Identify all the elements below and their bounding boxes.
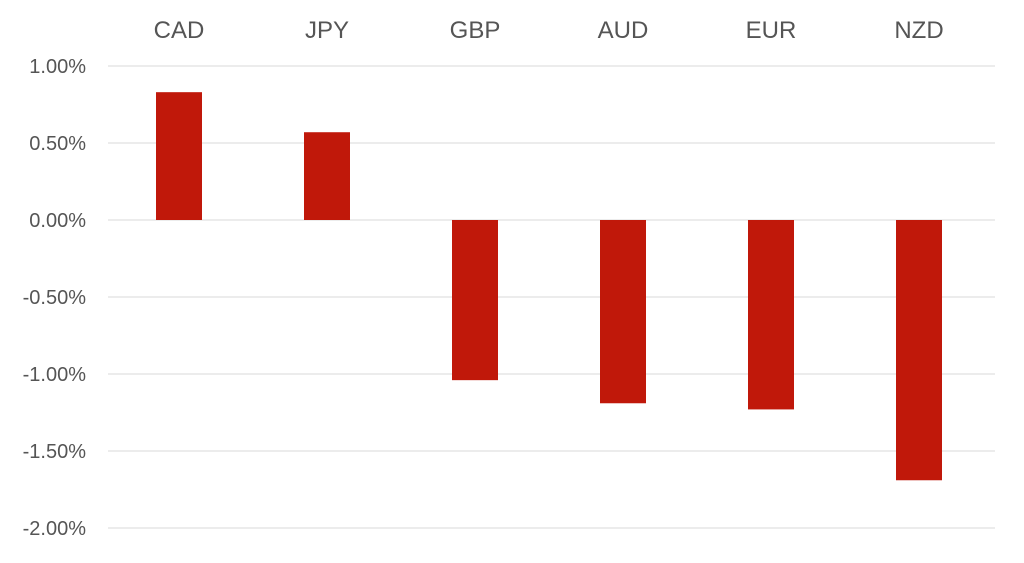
- y-tick-label: -2.00%: [23, 518, 87, 540]
- y-tick-label: 0.50%: [29, 133, 86, 155]
- category-label: AUD: [598, 17, 649, 44]
- y-tick-label: -1.00%: [23, 364, 87, 386]
- y-tick-label: -1.50%: [23, 441, 87, 463]
- y-tick-label: 0.00%: [29, 210, 86, 232]
- bar-jpy: [304, 132, 350, 220]
- gridlines: [108, 65, 995, 529]
- bar-eur: [748, 220, 794, 410]
- category-label: GBP: [450, 17, 501, 44]
- y-tick-label: 1.00%: [29, 56, 86, 78]
- y-axis-ticks: 1.00% 0.50% 0.00% -0.50% -1.00% -1.50% -2.00%: [23, 56, 87, 540]
- bar-nzd: [896, 220, 942, 481]
- bar-cad: [156, 92, 202, 220]
- category-label: NZD: [894, 17, 943, 44]
- category-label: CAD: [154, 17, 205, 44]
- bars: [156, 92, 942, 481]
- category-label: JPY: [305, 17, 349, 44]
- category-label: EUR: [746, 17, 797, 44]
- bar-gbp: [452, 220, 498, 381]
- category-labels: CAD JPY GBP AUD EUR NZD: [154, 17, 944, 44]
- y-tick-label: -0.50%: [23, 287, 87, 309]
- bar-aud: [600, 220, 646, 404]
